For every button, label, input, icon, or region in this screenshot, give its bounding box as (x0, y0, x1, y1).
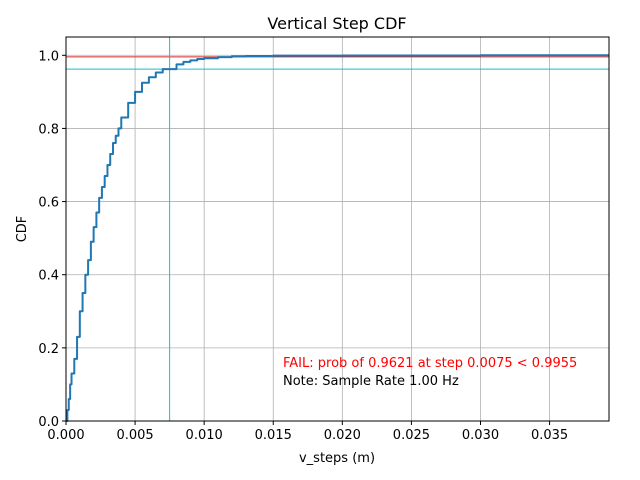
y-ticks: 0.0 0.2 0.4 0.6 0.8 1.0 (38, 49, 66, 430)
fail-annotation: FAIL: prob of 0.9621 at step 0.0075 < 0.… (283, 356, 577, 371)
x-tick-label: 0.025 (393, 428, 430, 443)
y-tick-label: 0.6 (38, 196, 59, 211)
y-tick-label: 0.4 (38, 269, 59, 284)
x-tick-label: 0.000 (47, 428, 84, 443)
x-ticks: 0.000 0.005 0.010 0.015 0.020 0.025 0.030 0.035 (47, 421, 568, 443)
x-tick-label: 0.010 (186, 428, 223, 443)
x-tick-label: 0.015 (255, 428, 292, 443)
y-tick-label: 1.0 (38, 49, 59, 64)
x-axis-label: v_steps (m) (299, 451, 375, 466)
y-tick-label: 0.2 (38, 342, 59, 357)
chart-title: Vertical Step CDF (267, 14, 406, 33)
y-tick-label: 0.0 (38, 415, 59, 430)
plot-frame (65, 36, 610, 422)
x-tick-label: 0.035 (531, 428, 568, 443)
sample-rate-note: Note: Sample Rate 1.00 Hz (283, 374, 459, 389)
series-group (66, 54, 609, 422)
x-tick-label: 0.020 (324, 428, 361, 443)
x-tick-label: 0.030 (462, 428, 499, 443)
y-axis-label: CDF (15, 216, 30, 243)
reference-lines (66, 37, 609, 421)
cdf-series-line (66, 54, 609, 422)
y-tick-label: 0.8 (38, 122, 59, 137)
x-tick-label: 0.005 (116, 428, 153, 443)
